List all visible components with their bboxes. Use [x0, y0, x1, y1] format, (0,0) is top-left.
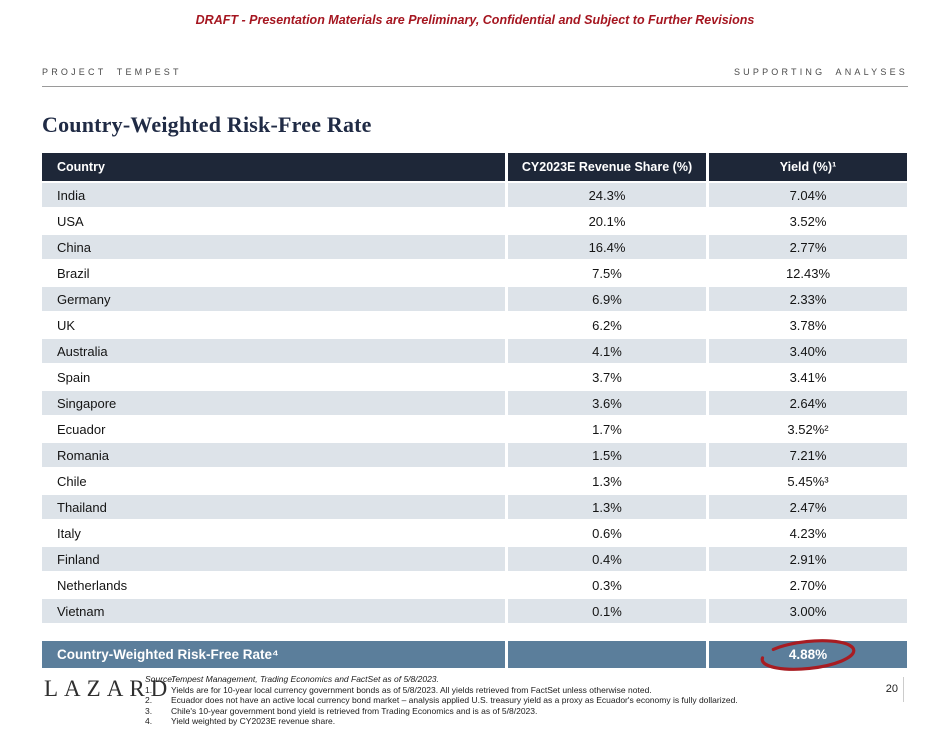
yield-cell: 2.64% — [709, 391, 907, 415]
total-row-spacer — [508, 641, 706, 668]
footnotes-block: Source: Tempest Management, Trading Econ… — [145, 674, 825, 727]
country-cell: Netherlands — [42, 573, 505, 597]
yield-cell: 3.41% — [709, 365, 907, 389]
country-cell: Italy — [42, 521, 505, 545]
revenue-share-cell: 1.5% — [508, 443, 706, 467]
yield-cell: 3.52%² — [709, 417, 907, 441]
yield-cell: 3.40% — [709, 339, 907, 363]
footnote-2-text: Ecuador does not have an active local cu… — [171, 695, 738, 706]
yield-cell: 3.78% — [709, 313, 907, 337]
yield-cell: 2.77% — [709, 235, 907, 259]
footnote-1-number: 1. — [145, 684, 153, 695]
footnote-1: 1. Yields are for 10-year local currency… — [145, 685, 825, 696]
footnote-3: 3. Chile's 10-year government bond yield… — [145, 706, 825, 717]
risk-free-rate-table: Country CY2023E Revenue Share (%) Yield … — [42, 153, 907, 623]
country-cell: India — [42, 183, 505, 207]
column-header-country: Country — [42, 153, 505, 181]
circled-value: 4.88% — [760, 638, 856, 671]
country-cell: UK — [42, 313, 505, 337]
country-cell: China — [42, 235, 505, 259]
total-row: Country-Weighted Risk-Free Rate⁴ 4.88% — [42, 638, 907, 671]
country-cell: Vietnam — [42, 599, 505, 623]
revenue-share-cell: 3.7% — [508, 365, 706, 389]
revenue-share-cell: 1.7% — [508, 417, 706, 441]
total-row-yield: 4.88% — [709, 638, 907, 671]
yield-cell: 2.70% — [709, 573, 907, 597]
country-cell: Australia — [42, 339, 505, 363]
source-text: Tempest Management, Trading Economics an… — [171, 674, 439, 684]
revenue-share-cell: 24.3% — [508, 183, 706, 207]
column-header-revenue-share: CY2023E Revenue Share (%) — [508, 153, 706, 181]
footnote-4-text: Yield weighted by CY2023E revenue share. — [171, 716, 336, 727]
revenue-share-cell: 0.1% — [508, 599, 706, 623]
revenue-share-cell: 0.6% — [508, 521, 706, 545]
footnote-4: 4. Yield weighted by CY2023E revenue sha… — [145, 716, 825, 727]
revenue-share-cell: 6.9% — [508, 287, 706, 311]
country-cell: Ecuador — [42, 417, 505, 441]
yield-cell: 7.21% — [709, 443, 907, 467]
country-cell: USA — [42, 209, 505, 233]
country-cell: Brazil — [42, 261, 505, 285]
revenue-share-cell: 1.3% — [508, 469, 706, 493]
footnote-1-text: Yields are for 10-year local currency go… — [171, 684, 652, 695]
total-row-label: Country-Weighted Risk-Free Rate⁴ — [42, 641, 505, 668]
draft-notice: DRAFT - Presentation Materials are Preli… — [195, 13, 755, 27]
section-name: SUPPORTING ANALYSES — [733, 67, 908, 77]
country-cell: Spain — [42, 365, 505, 389]
revenue-share-cell: 20.1% — [508, 209, 706, 233]
footnote-4-number: 4. — [145, 716, 153, 727]
yield-cell: 12.43% — [709, 261, 907, 285]
page-number: 20 — [885, 683, 898, 695]
revenue-share-cell: 4.1% — [508, 339, 706, 363]
revenue-share-cell: 6.2% — [508, 313, 706, 337]
revenue-share-cell: 0.4% — [508, 547, 706, 571]
country-cell: Singapore — [42, 391, 505, 415]
yield-cell: 3.52% — [709, 209, 907, 233]
revenue-share-cell: 16.4% — [508, 235, 706, 259]
country-cell: Chile — [42, 469, 505, 493]
country-cell: Romania — [42, 443, 505, 467]
source-line: Source: Tempest Management, Trading Econ… — [145, 674, 825, 685]
source-label: Source: — [145, 674, 175, 684]
country-cell: Germany — [42, 287, 505, 311]
lazard-logo: LAZARD — [44, 676, 174, 701]
yield-cell: 7.04% — [709, 183, 907, 207]
revenue-share-cell: 1.3% — [508, 495, 706, 519]
column-header-yield: Yield (%)¹ — [709, 153, 907, 181]
revenue-share-cell: 3.6% — [508, 391, 706, 415]
top-bar: PROJECT TEMPEST SUPPORTING ANALYSES — [42, 66, 908, 87]
country-cell: Thailand — [42, 495, 505, 519]
yield-cell: 2.33% — [709, 287, 907, 311]
yield-cell: 2.47% — [709, 495, 907, 519]
yield-cell: 2.91% — [709, 547, 907, 571]
footnote-3-number: 3. — [145, 705, 153, 716]
total-yield-value: 4.88% — [788, 647, 828, 662]
footnote-3-text: Chile's 10-year government bond yield is… — [171, 705, 538, 716]
footnote-2-number: 2. — [145, 695, 153, 706]
revenue-share-cell: 7.5% — [508, 261, 706, 285]
project-name: PROJECT TEMPEST — [42, 67, 182, 77]
country-cell: Finland — [42, 547, 505, 571]
yield-cell: 4.23% — [709, 521, 907, 545]
page-number-divider — [903, 677, 904, 702]
yield-cell: 5.45%³ — [709, 469, 907, 493]
page-title: Country-Weighted Risk-Free Rate — [42, 112, 372, 137]
yield-cell: 3.00% — [709, 599, 907, 623]
footnote-2: 2. Ecuador does not have an active local… — [145, 695, 825, 706]
revenue-share-cell: 0.3% — [508, 573, 706, 597]
